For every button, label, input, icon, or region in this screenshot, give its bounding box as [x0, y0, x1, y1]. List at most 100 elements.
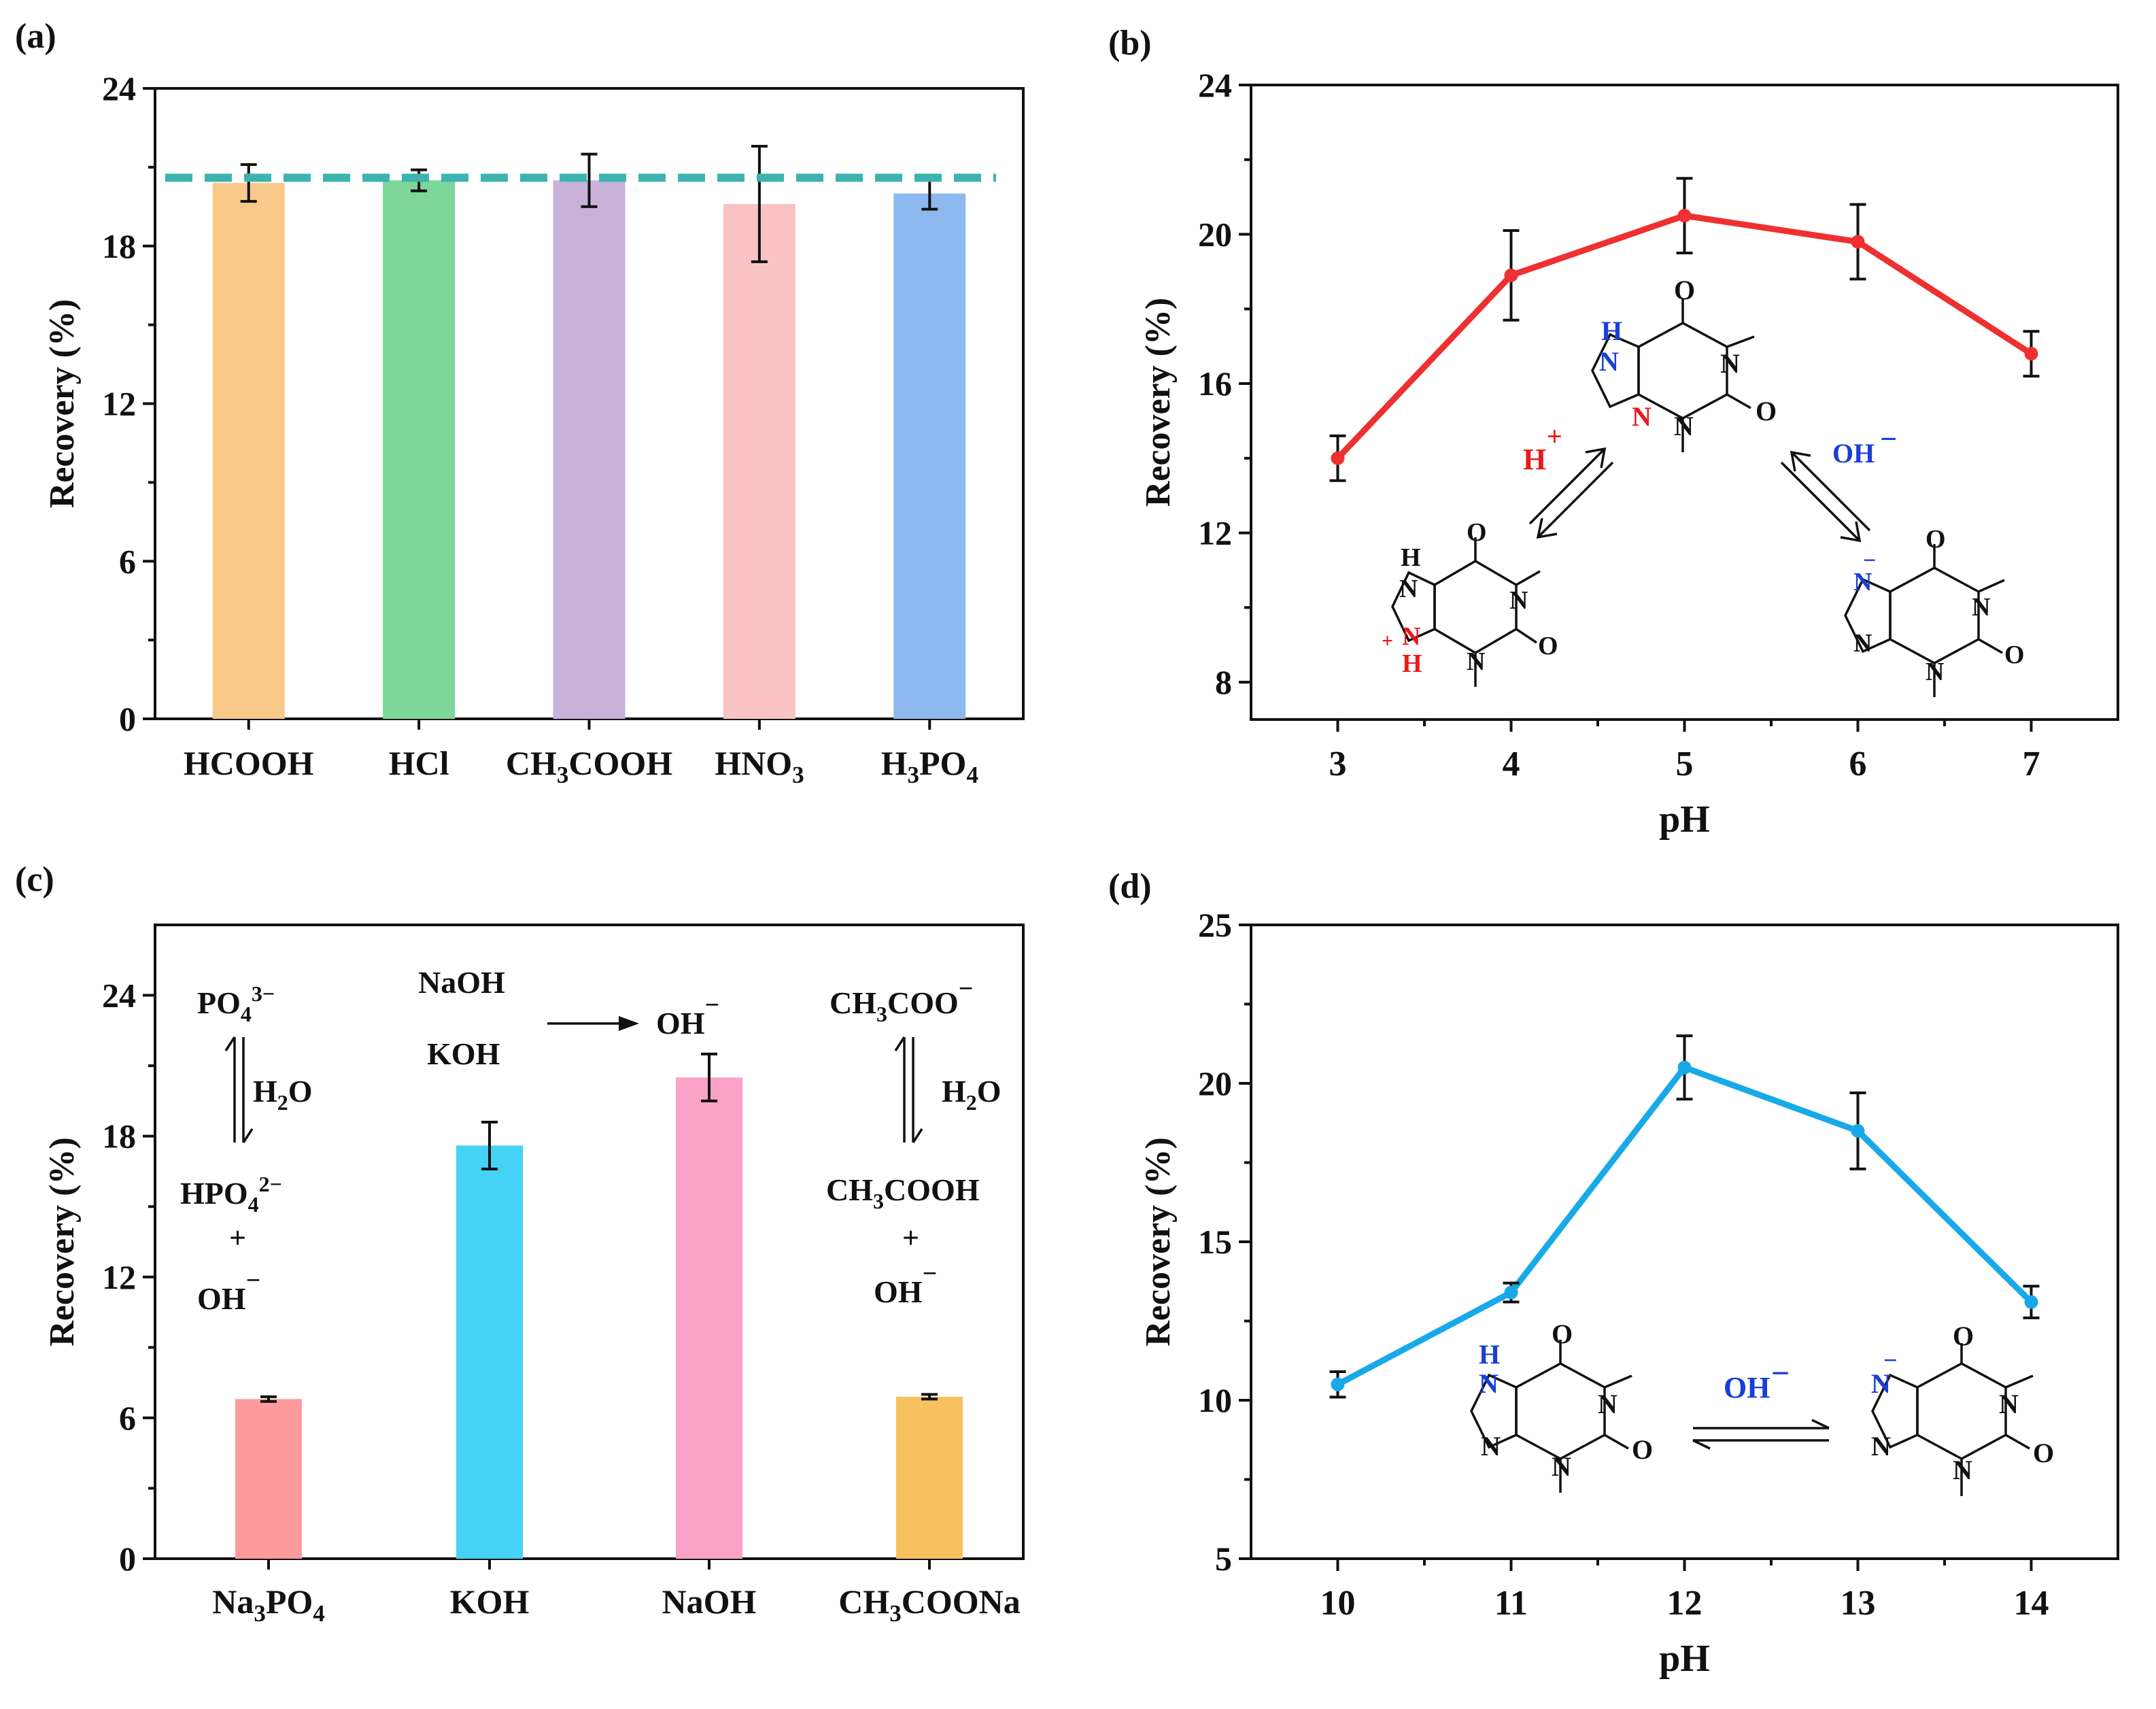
atom-o-top: O: [1674, 275, 1695, 305]
panel-d-x-axis-label: pH: [1659, 1638, 1710, 1680]
panel-c-y-tick-label: 18: [102, 1117, 136, 1155]
panel-label-a: (a): [15, 17, 56, 56]
ch3coo-label: CH3COO−: [829, 975, 973, 1026]
atom-n-dd-9: N: [1871, 1431, 1891, 1461]
panel-c-bar: [896, 1396, 963, 1559]
h2o-label-left: H2O: [253, 1074, 313, 1115]
atom-o-right: O: [1756, 396, 1777, 426]
molecule-deprotonated-d: O N N O N − N: [1871, 1321, 2054, 1496]
panel-d-data-point: [1331, 1377, 1345, 1391]
panel-c-x-tick-label: KOH: [450, 1583, 530, 1621]
atom-n-protonated-9-red: N: [1402, 622, 1420, 651]
atom-n3: N: [1674, 411, 1694, 441]
panel-c-bar: [456, 1145, 523, 1559]
minus-deprot-blue: −: [1863, 548, 1876, 573]
molecule-neutral-top: O N N O H N N: [1591, 275, 1777, 452]
atom-n-deprot-1: N: [1972, 593, 1990, 622]
plus-left: +: [229, 1221, 246, 1255]
oh-left: OH−: [197, 1266, 260, 1316]
atom-n-dd-1: N: [1999, 1389, 2019, 1419]
po4-3-label: PO43−: [197, 981, 275, 1026]
molecule-deprotonated-b: O N N O N − N: [1844, 525, 2025, 697]
panel-a-x-tick-label: HCl: [389, 744, 449, 782]
minus-dd-blue: −: [1883, 1347, 1898, 1374]
panel-a-y-tick-label: 24: [102, 69, 136, 107]
panel-c-y-tick-label: 12: [102, 1258, 136, 1296]
oh-center: OH−: [656, 991, 719, 1040]
panel-a-chart: 0 6 12 18 24 Recovery (%) HCOOH HCl CH3COOH HNO3 H…: [43, 69, 1025, 788]
panel-b-x-tick-label: 6: [1849, 745, 1867, 783]
naoh-label: NaOH: [418, 965, 505, 1000]
atom-n-d-9: N: [1481, 1431, 1501, 1461]
panel-c-y-tick-label: 24: [102, 977, 136, 1015]
panel-label-b: (b): [1108, 24, 1152, 63]
panel-b-y-axis-label: Recovery (%): [1139, 298, 1178, 507]
oh-right: OH−: [874, 1259, 937, 1309]
panel-d-x-tick-label: 11: [1494, 1584, 1528, 1623]
panel-c-annotations: PO43− H2O HPO42− + OH− NaOH KOH OH− CH3C…: [180, 965, 1002, 1316]
panel-c-x-tick-label: CH3COONa: [838, 1583, 1021, 1627]
atom-o-protonated-right: O: [1538, 632, 1558, 660]
atom-n-deprot-3: N: [1926, 658, 1944, 686]
panel-b-chemistry: O N N O H N N H + OH −: [1382, 275, 2025, 697]
atom-n-dd-3: N: [1953, 1455, 1972, 1485]
atom-h-protonated-top: H: [1401, 543, 1421, 572]
equilibrium-h-plus: H +: [1523, 421, 1614, 539]
oh-minus-sign: −: [1880, 422, 1897, 456]
panel-a-x-tick-label: HCOOH: [184, 744, 314, 782]
panel-b-y-tick-label: 12: [1198, 514, 1232, 552]
panel-a-y-axis-label: Recovery (%): [43, 299, 82, 509]
oh-minus-label: OH: [1832, 438, 1875, 469]
atom-n1: N: [1720, 348, 1740, 379]
atom-h-d-blue: H: [1479, 1339, 1500, 1370]
panel-d-chemistry: O N N O H N N OH − O N N O N: [1470, 1319, 2054, 1496]
atom-n-d-1: N: [1598, 1389, 1618, 1419]
atom-n-protonated-3: N: [1467, 647, 1485, 676]
panel-a-x-tick-label: CH3COOH: [506, 744, 672, 788]
atom-n-d-7-blue: N: [1479, 1368, 1499, 1399]
atom-n7-blue: N: [1599, 346, 1619, 377]
panel-a-y-tick-label: 6: [119, 542, 136, 580]
h2o-label-right: H2O: [942, 1074, 1002, 1115]
atom-h-protonated-red: H: [1402, 649, 1422, 678]
atom-o-dd-top: O: [1953, 1321, 1974, 1351]
panel-c-y-axis-label: Recovery (%): [43, 1137, 82, 1347]
ch3cooh-label: CH3COOH: [826, 1172, 980, 1213]
panel-c-bar: [235, 1399, 302, 1559]
panel-b-data-point: [2024, 347, 2038, 361]
oh-minus-d-label: OH: [1724, 1371, 1770, 1404]
panel-a-bar: [893, 193, 966, 719]
panel-d-y-axis-label: Recovery (%): [1139, 1137, 1178, 1347]
panel-d-y-tick-label: 5: [1215, 1540, 1232, 1578]
panel-d-y-tick-label: 15: [1198, 1223, 1232, 1261]
panel-b-x-tick-label: 5: [1676, 745, 1694, 783]
panel-b-y-tick-label: 16: [1198, 365, 1232, 403]
atom-o-dd-right: O: [2033, 1438, 2054, 1468]
koh-label: KOH: [427, 1036, 500, 1071]
panel-b-data-point: [1504, 268, 1518, 282]
atom-o-d-top: O: [1552, 1319, 1573, 1349]
panel-b-y-tick-label: 8: [1215, 663, 1232, 701]
panel-b-data-point: [1851, 235, 1865, 249]
atom-n-protonated-7: N: [1399, 575, 1418, 603]
h-plus-sign: +: [1547, 421, 1562, 452]
atom-nh-blue: H: [1601, 316, 1622, 346]
atom-n-d-3: N: [1552, 1451, 1571, 1482]
panel-b-y-tick-label: 24: [1198, 66, 1232, 104]
panel-d-data-point: [1504, 1285, 1518, 1300]
equilibrium-oh-minus: OH −: [1780, 422, 1897, 543]
panel-d-y-tick-label: 20: [1198, 1064, 1232, 1102]
panel-b-chart: 8 12 16 20 24 Recovery (%) 3 4 5 6 7 pH: [1139, 66, 2119, 841]
panel-d-data-point: [2024, 1295, 2038, 1309]
panel-d-data-point: [1851, 1123, 1865, 1138]
panel-c-x-tick-label: NaOH: [662, 1583, 757, 1621]
panel-b-data-point: [1677, 209, 1692, 223]
atom-n-protonated-1: N: [1509, 586, 1528, 615]
panel-d-x-tick-label: 13: [1841, 1584, 1876, 1623]
atom-o-deprot-top: O: [1926, 525, 1946, 554]
atom-o-d-right: O: [1632, 1434, 1653, 1465]
atom-o-deprot-right: O: [2004, 641, 2025, 669]
panel-d-x-tick-label: 12: [1667, 1584, 1702, 1623]
h-plus-label: H: [1523, 443, 1546, 476]
